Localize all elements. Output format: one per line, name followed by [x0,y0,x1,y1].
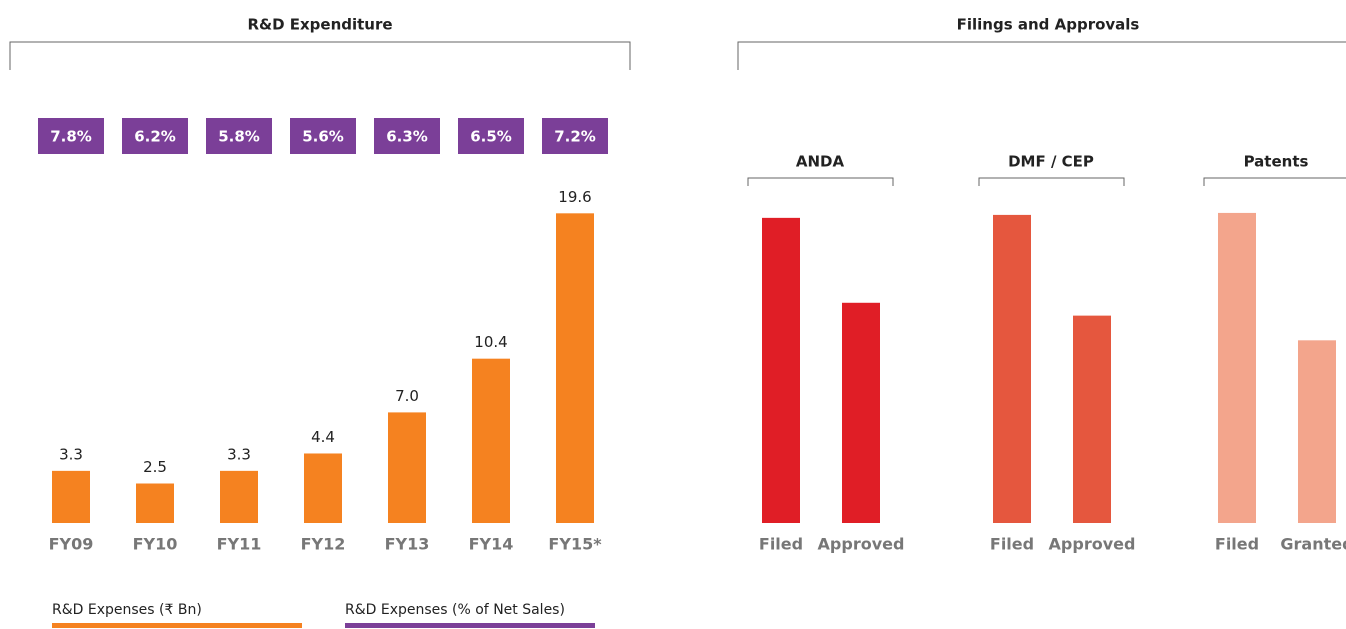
bar [472,358,510,523]
x-tick-label: FY15* [548,535,602,554]
bar [1298,340,1336,523]
bar [52,470,90,523]
percent-box [206,118,272,154]
bar [136,483,174,523]
group-label: ANDA [796,153,845,171]
bar [993,214,1031,523]
legend-swatch [345,623,595,628]
data-label: 6.2% [134,128,176,146]
data-label: 3.3 [59,445,83,463]
x-tick-label: FY13 [385,535,430,554]
x-tick-label: Filed [759,535,803,554]
data-label: 5.6% [302,128,344,146]
legend-swatch [52,623,302,628]
legend-label: R&D Expenses (% of Net Sales) [345,602,565,618]
data-label: 2.5 [143,458,167,476]
bracket [9,41,631,70]
x-tick-label: Approved [818,535,905,554]
percent-box [458,118,524,154]
x-tick-label: FY10 [133,535,178,554]
percent-box [542,118,608,154]
x-tick-label: Filed [990,535,1034,554]
percent-box [374,118,440,154]
bar [304,453,342,523]
chart-title: Filings and Approvals [957,16,1140,34]
x-tick-label: FY14 [469,535,514,554]
bracket [978,177,1125,186]
data-label: 6.3% [386,128,428,146]
group-label: DMF / CEP [1008,153,1094,171]
bracket [1203,177,1346,186]
bar [842,302,880,523]
bar [388,412,426,523]
data-label: 10.4 [474,333,507,351]
x-tick-label: FY11 [217,535,262,554]
data-label: 3.3 [227,445,251,463]
bracket [737,41,1346,70]
x-tick-label: FY09 [49,535,94,554]
group-label: Patents [1244,153,1309,171]
bar [1073,315,1111,523]
data-label: 6.5% [470,128,512,146]
percent-box [122,118,188,154]
data-label: 4.4 [311,428,335,446]
percent-box [38,118,104,154]
legend-label: R&D Expenses (₹ Bn) [52,602,202,618]
chart-title: R&D Expenditure [247,16,392,34]
x-tick-label: FY12 [301,535,346,554]
bracket [747,177,894,186]
x-tick-label: Approved [1049,535,1136,554]
data-label: 7.8% [50,128,92,146]
data-label: 7.0 [395,387,419,405]
data-label: 5.8% [218,128,260,146]
bar [762,217,800,524]
data-label: 7.2% [554,128,596,146]
x-tick-label: Filed [1215,535,1259,554]
data-label: 19.6 [558,188,591,206]
x-tick-label: Granted [1280,535,1346,554]
bar [1218,212,1256,524]
percent-box [290,118,356,154]
bar [220,470,258,523]
bar [556,213,594,523]
